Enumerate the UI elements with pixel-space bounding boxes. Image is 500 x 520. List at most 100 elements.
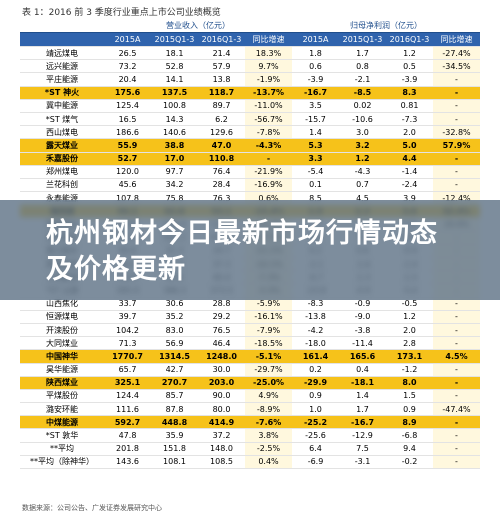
table-row: *ST 敦华 47.8 35.9 37.2 3.8% -25.6 -12.9 -6.8- <box>20 428 480 443</box>
cell: 57.9% <box>433 138 480 153</box>
company-name: 恒源煤电 <box>20 310 104 324</box>
cell: 55.9 <box>104 138 151 153</box>
cell: -4.3 <box>339 165 386 179</box>
cell: -3.8 <box>339 323 386 338</box>
cell: -16.1% <box>245 310 292 324</box>
table-row: 陕西煤业 325.1 270.7 203.0 -25.0% -29.9 -18.1 8.0- <box>20 376 480 390</box>
cell: 38.8 <box>151 138 198 153</box>
cell: 30.6 <box>151 297 198 311</box>
cell: -0.9 <box>339 297 386 311</box>
cell: 186.6 <box>104 125 151 140</box>
cell: 33.7 <box>104 297 151 311</box>
cell: -18.5% <box>245 336 292 351</box>
column-header: 2016Q1-3 <box>386 32 433 47</box>
cell: 1770.7 <box>104 349 151 364</box>
company-name: *ST 敦华 <box>20 428 104 443</box>
cell: 65.7 <box>104 363 151 377</box>
cell: 125.4 <box>104 99 151 113</box>
cell: -1.9% <box>245 72 292 87</box>
company-name: 大同煤业 <box>20 336 104 351</box>
column-header: 2015A <box>104 32 151 47</box>
cell: -34.5% <box>433 59 480 74</box>
table-row: 开滦股份 104.2 83.0 76.5 -7.9% -4.2 -3.8 2.0- <box>20 323 480 338</box>
company-name: 禾嘉股份 <box>20 152 104 166</box>
cell: 201.8 <box>104 442 151 456</box>
cell: 1.0 <box>292 402 339 417</box>
cell: -8.5 <box>339 86 386 100</box>
cell: 124.4 <box>104 389 151 404</box>
cell: 1.7 <box>339 402 386 417</box>
cell: 0.81 <box>386 99 433 113</box>
cell: 0.02 <box>339 99 386 113</box>
company-name: 靖远煤电 <box>20 46 104 61</box>
cell: 76.5 <box>198 323 245 338</box>
cell: 83.0 <box>151 323 198 338</box>
company-name: 郑州煤电 <box>20 165 104 179</box>
cell: 9.7% <box>245 59 292 74</box>
company-name: **平均 <box>20 442 104 456</box>
column-header: 同比增速 <box>433 32 480 47</box>
cell: 87.8 <box>151 402 198 417</box>
cell: -4.3% <box>245 138 292 153</box>
cell: - <box>433 165 480 179</box>
cell: 26.5 <box>104 46 151 61</box>
cell: 34.2 <box>151 178 198 193</box>
table-row: 远兴能源 73.2 52.8 57.9 9.7% 0.6 0.8 0.5 -34.5% <box>20 59 480 74</box>
table-row: 山西焦化 33.7 30.6 28.8 -5.9% -8.3 -0.9 -0.5- <box>20 297 480 311</box>
cell: -3.9 <box>292 72 339 87</box>
cell: - <box>433 112 480 127</box>
table-row: *ST 煤气 16.5 14.3 6.2 -56.7% -15.7 -10.6 -7.3- <box>20 112 480 127</box>
cell: -1.2 <box>386 363 433 377</box>
cell: 8.0 <box>386 376 433 390</box>
cell: 1.5 <box>386 389 433 404</box>
cell: -9.0 <box>339 310 386 324</box>
table-title: 表 1：2016 前 3 季度行业重点上市公司业绩概览 <box>22 8 221 18</box>
headline[interactable]: 杭州钢材今日最新市场行情动态及价格更新 <box>46 218 438 285</box>
cell: 3.8% <box>245 428 292 443</box>
cell: 0.4% <box>245 455 292 470</box>
blank-header <box>20 32 104 47</box>
cell: - <box>433 72 480 87</box>
source-note: 数据来源：公司公告、广发证券发展研究中心 <box>22 504 162 512</box>
cell: 1314.5 <box>151 349 198 364</box>
cell: 4.9% <box>245 389 292 404</box>
cell: 20.4 <box>104 72 151 87</box>
company-name: 山西焦化 <box>20 297 104 311</box>
cell: 1248.0 <box>198 349 245 364</box>
company-name: *ST 神火 <box>20 86 104 100</box>
cell: -16.7 <box>292 86 339 100</box>
cell: 2.0 <box>386 323 433 338</box>
cell: -25.2 <box>292 415 339 430</box>
cell: - <box>433 442 480 456</box>
cell: -3.9 <box>386 72 433 87</box>
cell: 35.2 <box>151 310 198 324</box>
cell: 0.8 <box>339 59 386 74</box>
company-name: 中煤能源 <box>20 415 104 430</box>
column-header: 2015Q1-3 <box>151 32 198 47</box>
table-row: *ST 神火 175.6 137.5 118.7 -13.7% -16.7 -8.5 8.3- <box>20 86 480 100</box>
cell: 0.5 <box>386 59 433 74</box>
cell: -21.9% <box>245 165 292 179</box>
cell: - <box>433 336 480 351</box>
cell: - <box>433 152 480 166</box>
cell: - <box>433 415 480 430</box>
cell: 0.6 <box>292 59 339 74</box>
cell: 104.2 <box>104 323 151 338</box>
company-name: 潞安环能 <box>20 402 104 417</box>
cell: 8.9 <box>386 415 433 430</box>
table-row: 平庄能源 20.4 14.1 13.8 -1.9% -3.9 -2.1 -3.9- <box>20 72 480 87</box>
cell: 29.2 <box>198 310 245 324</box>
cell: -16.9% <box>245 178 292 193</box>
cell: -10.6 <box>339 112 386 127</box>
company-name: 远兴能源 <box>20 59 104 74</box>
cell: - <box>433 323 480 338</box>
cell: -2.5% <box>245 442 292 456</box>
cell: -4.2 <box>292 323 339 338</box>
cell: 110.8 <box>198 152 245 166</box>
table-row: 中国神华 1770.7 1314.5 1248.0 -5.1% 161.4 165.6 173… <box>20 349 480 364</box>
cell: 8.3 <box>386 86 433 100</box>
cell: 4.5% <box>433 349 480 364</box>
cell: 45.6 <box>104 178 151 193</box>
cell: - <box>433 297 480 311</box>
